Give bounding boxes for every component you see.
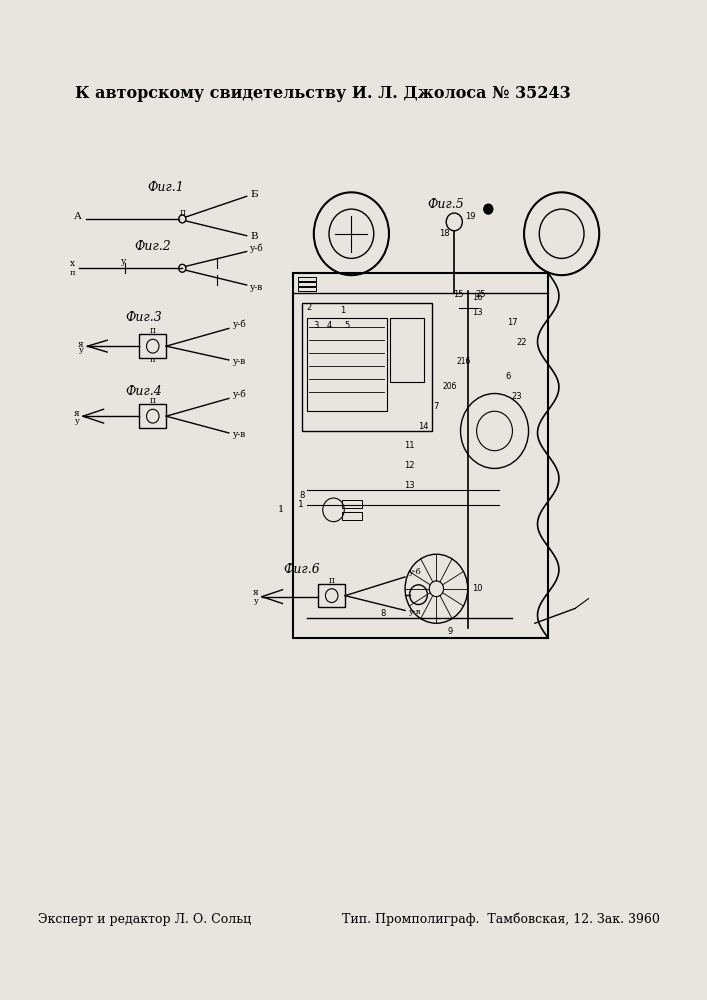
Text: Фиг.2: Фиг.2: [134, 240, 171, 253]
Text: 18: 18: [439, 229, 450, 238]
Text: п: п: [329, 576, 334, 585]
Text: 4: 4: [327, 321, 332, 330]
Text: п: п: [180, 208, 185, 217]
Text: у-б: у-б: [233, 390, 246, 399]
Text: у: у: [121, 257, 126, 266]
Text: 1: 1: [298, 500, 303, 509]
Text: 12: 12: [404, 461, 415, 470]
Text: 14: 14: [418, 422, 428, 431]
Text: Тип. Промполиграф.  Тамбовская, 12. Зак. 3960: Тип. Промполиграф. Тамбовская, 12. Зак. …: [342, 912, 660, 926]
Text: 8: 8: [300, 491, 305, 500]
Bar: [302, 303, 432, 431]
Text: А: А: [74, 212, 82, 221]
Text: у-в: у-в: [233, 357, 245, 366]
Text: Фиг.4: Фиг.4: [125, 385, 162, 398]
Bar: [342, 500, 362, 508]
Text: 11: 11: [404, 441, 415, 450]
Text: 2: 2: [307, 303, 312, 312]
Text: 19: 19: [465, 212, 476, 221]
Text: у-в: у-в: [250, 282, 264, 292]
Text: 13: 13: [472, 308, 483, 317]
Text: Фиг.5: Фиг.5: [427, 198, 464, 211]
Bar: [342, 512, 362, 520]
Text: 1: 1: [340, 306, 345, 315]
Text: я: я: [78, 340, 84, 349]
Text: Фиг.1: Фиг.1: [148, 181, 185, 194]
Bar: [298, 282, 315, 286]
Text: я: я: [74, 409, 79, 418]
Bar: [139, 334, 166, 358]
Text: я: я: [252, 588, 258, 597]
Bar: [298, 277, 315, 281]
Text: Фиг.3: Фиг.3: [125, 311, 162, 324]
Text: 8: 8: [380, 609, 385, 618]
Text: В: В: [250, 232, 258, 241]
Text: у: у: [79, 346, 84, 354]
Bar: [318, 584, 345, 607]
Text: Эксперт и редактор Л. О. Сольц: Эксперт и редактор Л. О. Сольц: [38, 913, 252, 926]
Text: 13: 13: [404, 481, 415, 490]
Text: 17: 17: [507, 318, 518, 327]
Text: у-б: у-б: [409, 568, 421, 576]
Text: 9: 9: [448, 627, 452, 636]
Text: 10: 10: [472, 584, 483, 593]
Bar: [298, 287, 315, 291]
Text: 22: 22: [516, 338, 527, 347]
Text: у-б: у-б: [250, 244, 264, 253]
Text: Фиг.6: Фиг.6: [284, 563, 320, 576]
Bar: [293, 273, 548, 638]
Text: п: п: [69, 269, 75, 277]
Circle shape: [484, 204, 493, 214]
Text: 21б: 21б: [456, 357, 470, 366]
Text: 3: 3: [313, 321, 318, 330]
Text: 15: 15: [453, 290, 464, 299]
Text: 7: 7: [433, 402, 439, 411]
Text: п: п: [150, 356, 156, 364]
Text: у-в: у-в: [409, 608, 421, 616]
Text: у-в: у-в: [233, 430, 245, 439]
Text: п: п: [150, 396, 156, 405]
Text: 23: 23: [512, 392, 522, 401]
Text: 6: 6: [506, 372, 510, 381]
Text: 1: 1: [278, 505, 284, 514]
Bar: [390, 318, 424, 382]
Text: у-б: у-б: [233, 320, 246, 329]
Bar: [139, 404, 166, 428]
Text: 16: 16: [472, 293, 483, 302]
Text: у: у: [254, 597, 258, 605]
Text: Б: Б: [250, 190, 258, 199]
Bar: [307, 318, 387, 411]
Text: х: х: [70, 259, 75, 268]
Text: К авторскому свидетельству И. Л. Джолоса № 35243: К авторскому свидетельству И. Л. Джолоса…: [75, 85, 571, 102]
Text: п: п: [150, 326, 156, 335]
Text: у: у: [74, 417, 79, 425]
Text: 5: 5: [344, 321, 349, 330]
Text: 25: 25: [476, 290, 486, 299]
Text: 20б: 20б: [443, 382, 457, 391]
